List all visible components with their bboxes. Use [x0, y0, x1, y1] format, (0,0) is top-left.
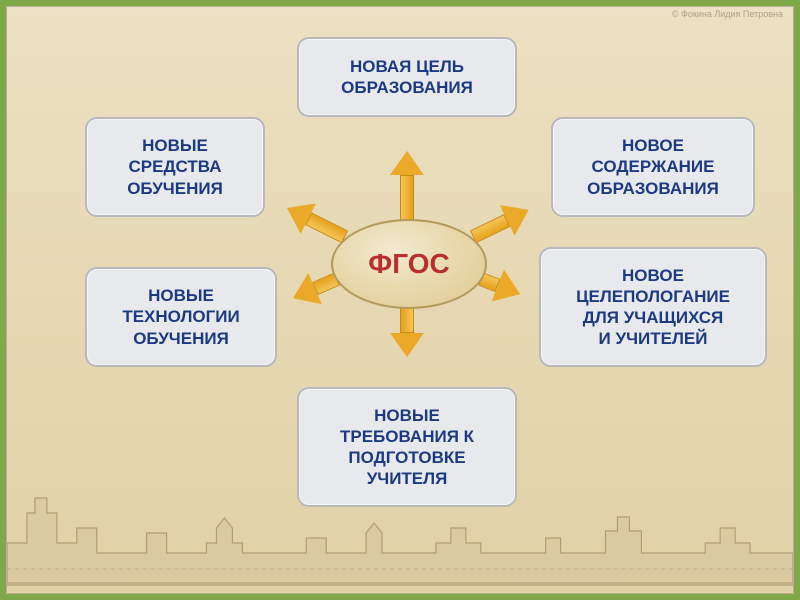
- node-right: НОВОЕЦЕЛЕПОЛОГАНИЕДЛЯ УЧАЩИХСЯИ УЧИТЕЛЕЙ: [539, 247, 767, 367]
- watermark-text: © Фокина Лидия Петровна: [672, 9, 783, 19]
- node-bottom: НОВЫЕТРЕБОВАНИЯ КПОДГОТОВКЕУЧИТЕЛЯ: [297, 387, 517, 507]
- node-top: НОВАЯ ЦЕЛЬОБРАЗОВАНИЯ: [297, 37, 517, 117]
- node-label: НОВЫЕСРЕДСТВАОБУЧЕНИЯ: [127, 135, 223, 199]
- node-top-left: НОВЫЕСРЕДСТВАОБУЧЕНИЯ: [85, 117, 265, 217]
- node-top-right: НОВОЕСОДЕРЖАНИЕОБРАЗОВАНИЯ: [551, 117, 755, 217]
- center-node: ФГОС: [331, 219, 487, 309]
- node-label: НОВОЕЦЕЛЕПОЛОГАНИЕДЛЯ УЧАЩИХСЯИ УЧИТЕЛЕЙ: [576, 265, 730, 350]
- node-left: НОВЫЕТЕХНОЛОГИИОБУЧЕНИЯ: [85, 267, 277, 367]
- node-label: НОВОЕСОДЕРЖАНИЕОБРАЗОВАНИЯ: [587, 135, 719, 199]
- node-label: НОВЫЕТЕХНОЛОГИИОБУЧЕНИЯ: [122, 285, 239, 349]
- slide-frame: © Фокина Лидия Петровна НОВАЯ ЦЕЛЬОБРАЗО…: [6, 6, 794, 594]
- node-label: НОВАЯ ЦЕЛЬОБРАЗОВАНИЯ: [341, 56, 473, 99]
- node-label: НОВЫЕТРЕБОВАНИЯ КПОДГОТОВКЕУЧИТЕЛЯ: [340, 405, 474, 490]
- center-label: ФГОС: [368, 248, 449, 280]
